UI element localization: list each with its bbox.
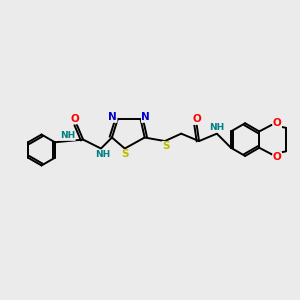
Text: N: N xyxy=(142,112,150,122)
Text: NH: NH xyxy=(209,123,224,132)
Text: NH: NH xyxy=(95,150,110,159)
Text: NH: NH xyxy=(60,131,75,140)
Text: S: S xyxy=(121,149,128,160)
Text: O: O xyxy=(71,114,80,124)
Text: S: S xyxy=(162,141,170,152)
Text: O: O xyxy=(273,152,281,162)
Text: N: N xyxy=(108,112,117,122)
Text: O: O xyxy=(192,114,201,124)
Text: O: O xyxy=(273,118,281,128)
